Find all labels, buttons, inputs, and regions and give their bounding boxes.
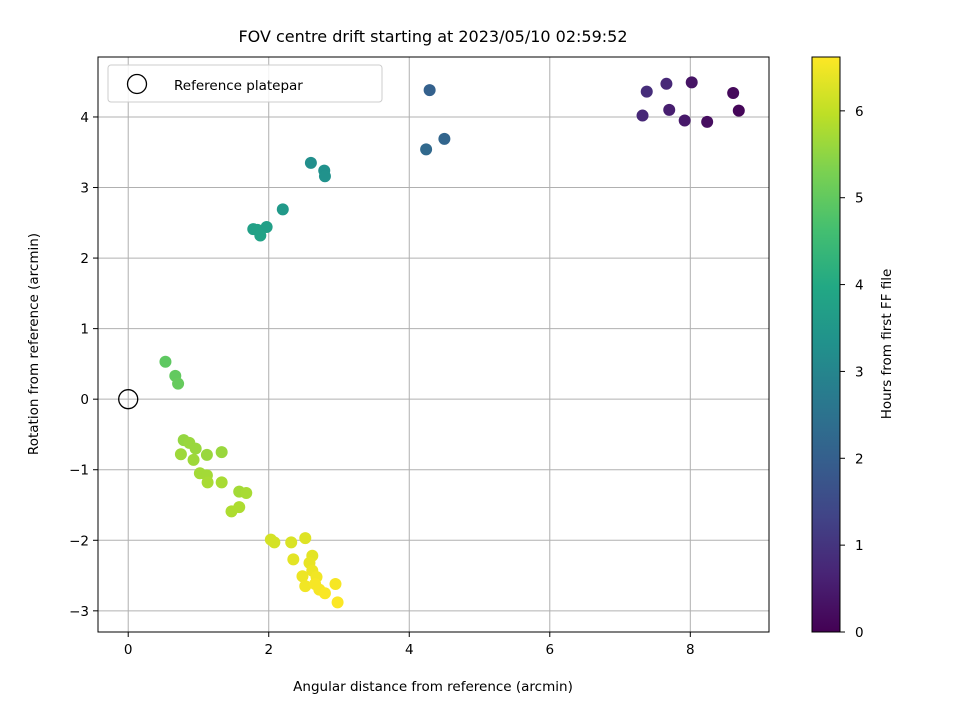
data-point (318, 170, 331, 183)
data-point (423, 84, 436, 97)
y-tick-label: 0 (80, 392, 89, 408)
data-point (240, 487, 253, 500)
colorbar-tick-label: 6 (855, 104, 864, 120)
x-tick-label: 0 (124, 642, 133, 658)
data-point (285, 536, 298, 549)
data-point (296, 570, 309, 583)
data-point (299, 532, 312, 545)
y-tick-label: −2 (69, 533, 89, 549)
legend-box (107, 64, 383, 103)
colorbar-tick-label: 5 (855, 191, 864, 207)
data-point (215, 446, 228, 459)
data-point (420, 143, 433, 156)
data-point (187, 453, 200, 466)
data-point (304, 156, 317, 169)
colorbar-ticks: 0 1 2 3 4 5 6 (840, 104, 864, 641)
data-point (331, 596, 344, 609)
colorbar-tick-label: 4 (855, 278, 864, 294)
legend-label: Reference platepar (174, 78, 303, 94)
y-tick-label: 4 (80, 110, 89, 126)
y-axis-label: Rotation from reference (arcmin) (26, 233, 42, 455)
y-axis-ticks: −3 −2 −1 0 1 2 3 4 (69, 110, 98, 620)
data-point (640, 85, 653, 98)
data-point (276, 203, 289, 216)
colorbar-tick-label: 3 (855, 364, 864, 380)
data-point (663, 103, 676, 116)
x-tick-label: 4 (405, 642, 414, 658)
x-tick-label: 8 (686, 642, 695, 658)
data-point (254, 229, 267, 242)
colorbar-gradient (811, 56, 841, 633)
x-axis-label: Angular distance from reference (arcmin) (293, 679, 573, 695)
grid (98, 57, 769, 632)
data-point (159, 355, 172, 368)
colorbar-tick-label: 1 (855, 538, 864, 554)
y-tick-label: 3 (80, 181, 89, 197)
y-tick-label: 2 (80, 251, 89, 267)
data-point (189, 442, 202, 455)
data-point (215, 476, 228, 489)
data-point (732, 104, 745, 117)
x-tick-label: 2 (264, 642, 273, 658)
data-point (260, 221, 273, 234)
colorbar: 0 1 2 3 4 5 6 Hours from first FF file (811, 56, 895, 641)
data-point (200, 448, 213, 461)
y-tick-label: 1 (80, 322, 89, 338)
data-point (318, 587, 331, 600)
data-point (225, 505, 238, 518)
y-tick-label: −3 (69, 604, 89, 620)
data-point (701, 115, 714, 128)
colorbar-tick-label: 0 (855, 625, 864, 641)
legend: Reference platepar (107, 64, 383, 103)
data-point (287, 553, 300, 566)
data-point (201, 476, 214, 489)
reference-platepar-marker (118, 389, 139, 410)
data-point (678, 114, 691, 127)
data-point (660, 77, 673, 90)
data-point (636, 109, 649, 122)
data-point (727, 86, 740, 99)
data-point (268, 536, 281, 549)
legend-marker (126, 73, 148, 95)
data-points (159, 76, 745, 609)
colorbar-label: Hours from first FF file (879, 269, 895, 420)
data-point (329, 578, 342, 591)
x-tick-label: 6 (545, 642, 554, 658)
data-point (174, 448, 187, 461)
data-point (438, 132, 451, 145)
data-point (172, 377, 185, 390)
data-point (299, 580, 312, 593)
data-point (685, 76, 698, 89)
plot-frame (97, 56, 770, 633)
chart-title: FOV centre drift starting at 2023/05/10 … (238, 27, 627, 46)
y-tick-label: −1 (69, 463, 89, 479)
colorbar-tick-label: 2 (855, 451, 864, 467)
x-axis-ticks: 0 2 4 6 8 (124, 632, 695, 658)
